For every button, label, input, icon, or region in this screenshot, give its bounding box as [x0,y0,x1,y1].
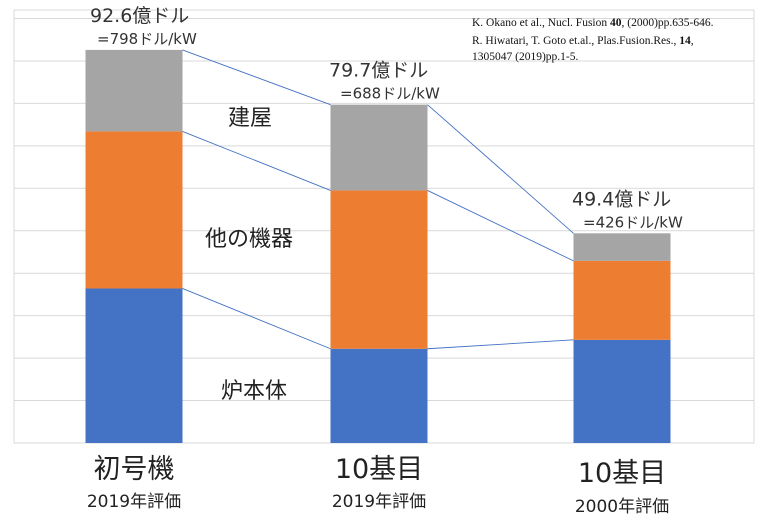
connector-line [427,104,574,234]
total-cost-label: 92.6億ドル [90,5,189,27]
per-kw-label: =426ドル/kW [583,213,683,231]
total-cost-label: 49.4億ドル [572,188,671,210]
category-label: 10基目 [578,458,666,489]
category-sublabel: 2019年評価 [87,492,181,512]
reference-line-1: K. Okano et al., Nucl. Fusion 40, (2000)… [472,17,714,29]
bar-segment [573,260,671,340]
bar-segment [330,104,428,191]
connector-line [427,339,574,350]
category-label: 初号機 [94,454,175,485]
bar-segment [573,233,671,261]
bar-segment [85,288,183,443]
bar-segment [330,348,428,443]
reference-line-2: R. Hiwatari, T. Goto et.al., Plas.Fusion… [472,35,694,47]
connector-line [427,190,574,262]
bars [85,49,671,443]
per-kw-label: =798ドル/kW [97,30,197,48]
series-label: 炉本体 [221,379,287,404]
bar-segment [85,49,183,132]
category-sublabel: 2019年評価 [332,492,426,512]
series-label: 他の機器 [205,227,293,252]
series-label: 建屋 [228,106,272,131]
connector-line [182,288,331,350]
labels: 92.6億ドル =798ドル/kW 79.7億ドル =688ドル/kW 49.4億ドル =… [87,5,683,517]
bar-segment [330,190,428,349]
category-sublabel: 2000年評価 [575,497,669,517]
connector-line [182,130,331,191]
connector-line [182,49,331,106]
per-kw-label: =688ドル/kW [340,85,440,103]
connector-lines [182,49,574,350]
category-label: 10基目 [335,454,423,485]
reference-line-3: 1305047 (2019)pp.1-5. [472,51,578,63]
bar-segment [85,131,183,289]
bar-segment [573,339,671,443]
total-cost-label: 79.7億ドル [329,60,428,82]
